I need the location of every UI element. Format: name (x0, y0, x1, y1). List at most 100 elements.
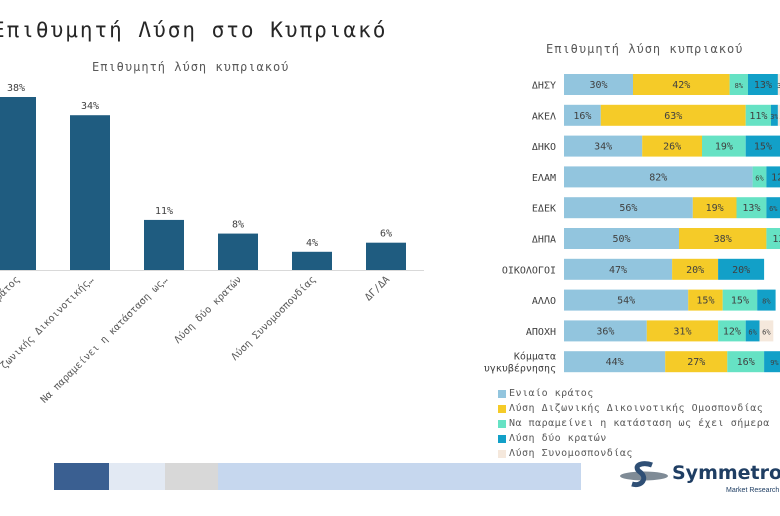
stacked-segment (766, 228, 780, 249)
bar (366, 242, 406, 270)
segment-value-label: 50% (612, 234, 630, 245)
y-tick-label: ΔΗΚΟ (532, 142, 556, 153)
stacked-segment (564, 351, 666, 373)
legend-label: Να παραμείνει η κατάσταση ως έχει σήμερα (509, 418, 770, 429)
stacked-segment (564, 197, 693, 219)
stacked-segment (757, 289, 776, 311)
segment-value-label: 13% (742, 203, 760, 214)
legend-label: Ενιαίο κράτος (509, 388, 594, 399)
y-tick-label: ΔΗΠΑ (532, 235, 556, 246)
segment-value-label: 8% (735, 82, 744, 90)
brand-tagline: Market Research (726, 487, 780, 494)
bar (144, 219, 184, 270)
stacked-segment (777, 74, 780, 95)
stacked-segment (564, 135, 643, 157)
y-tick-label: ΕΔΕΚ (532, 204, 556, 215)
legend-swatch (498, 389, 506, 398)
page-title: Επιθυμητή Λύση στο Κυπριακό (0, 18, 388, 42)
y-tick-label: ΔΗΣΥ (532, 81, 556, 92)
x-tick-label: Να παραμείνει η κατάσταση ως… (38, 274, 170, 406)
stacked-segment (745, 135, 780, 157)
bar (292, 251, 332, 270)
stacked-segment (564, 289, 689, 311)
stacked-segment (745, 104, 771, 126)
segment-value-label: 3% (777, 82, 780, 90)
legend-item: Λύση δύο κρατών (498, 431, 770, 446)
stacked-segment (752, 166, 767, 188)
segment-value-label: 19% (715, 142, 733, 153)
y-tick-label: ΟΙΚΟΛΟΓΟΙ (502, 265, 556, 276)
x-tick-label: Λύση δύο κρατών (172, 274, 244, 346)
segment-value-label: 30% (589, 80, 607, 91)
legend-swatch (498, 449, 506, 458)
stacked-segment (722, 289, 758, 311)
legend-label: Λύση Συνομοσπονδίας (509, 448, 633, 459)
legend-item: Λύση Διζωνικής Δικοινοτικής Ομοσπονδίας (498, 401, 770, 416)
y-tick-label: ΕΛΑΜ (532, 173, 556, 184)
footer-bar-2 (109, 463, 165, 490)
y-tick-label: Κόμματα (514, 351, 556, 363)
segment-value-label: 82% (649, 172, 667, 183)
stacked-segment (729, 74, 748, 95)
segment-value-label: 15% (696, 296, 714, 307)
bar (70, 115, 110, 270)
segment-value-label: 31% (673, 326, 691, 337)
segment-value-label: 6% (762, 328, 771, 336)
legend-item: Ενιαίο κράτος (498, 386, 770, 401)
segment-value-label: 11% (749, 111, 767, 122)
segment-value-label: 20% (686, 265, 704, 276)
stacked-segment (702, 135, 746, 157)
bar (218, 233, 258, 270)
segment-value-label: 27% (687, 357, 705, 368)
segment-value-label: 3% (770, 113, 779, 121)
stacked-segment (718, 258, 765, 280)
legend-label: Λύση Διζωνικής Δικοινοτικής Ομοσπονδίας (509, 403, 764, 414)
segment-value-label: 8% (762, 298, 771, 306)
bar (0, 97, 36, 270)
stacked-segment (564, 104, 601, 126)
stacked-segment (564, 166, 753, 188)
segment-value-label: 42% (672, 80, 690, 91)
stacked-segment (745, 320, 760, 342)
bar-value-label: 8% (232, 220, 244, 231)
x-tick-label: Λύση Συνομοσπονδίας (229, 274, 318, 363)
legend-item: Να παραμείνει η κατάσταση ως έχει σήμερα (498, 416, 770, 431)
stacked-segment (633, 74, 730, 95)
y-tick-label: ΑΛΛΟ (532, 296, 556, 307)
footer-bar-4 (218, 463, 581, 490)
stacked-segment (764, 351, 780, 373)
segment-value-label: 6% (755, 174, 764, 182)
bar-value-label: 34% (81, 101, 99, 112)
stacked-segment (727, 351, 765, 373)
stacked-segment (564, 74, 633, 95)
bar-value-label: 6% (380, 229, 392, 240)
segment-value-label: 20% (732, 265, 750, 276)
segment-value-label: 15% (731, 296, 749, 307)
stacked-segment (777, 104, 780, 126)
segment-value-label: 63% (664, 111, 682, 122)
symmetron-logo: Symmetron Market Research (618, 460, 780, 500)
segment-value-label: 16% (573, 111, 591, 122)
segment-value-label: 9% (770, 359, 779, 367)
right-chart-title: Επιθυμητή λύση κυπριακού (546, 42, 744, 56)
bar-value-label: 4% (306, 238, 318, 249)
segment-value-label: 13% (772, 234, 780, 245)
stacked-segment (646, 320, 719, 342)
legend-swatch (498, 419, 506, 428)
stacked-segment (688, 289, 723, 311)
stacked-segment (600, 104, 746, 126)
segment-value-label: 19% (706, 203, 724, 214)
segment-value-label: 47% (609, 265, 627, 276)
x-tick-label: κράτος (0, 274, 22, 308)
stacked-segment (766, 166, 780, 188)
segment-value-label: 6% (748, 328, 757, 336)
segment-value-label: 34% (594, 142, 612, 153)
y-tick-label: ΑΚΕΛ (532, 111, 556, 122)
legend-swatch (498, 434, 506, 443)
segment-value-label: 44% (606, 357, 624, 368)
y-tick-label: συγκυβέρνησης (484, 363, 556, 375)
x-tick-label: ΔΓ/ΔΑ (363, 274, 392, 303)
segment-value-label: 12% (723, 326, 741, 337)
footer-bar-1 (54, 463, 109, 490)
